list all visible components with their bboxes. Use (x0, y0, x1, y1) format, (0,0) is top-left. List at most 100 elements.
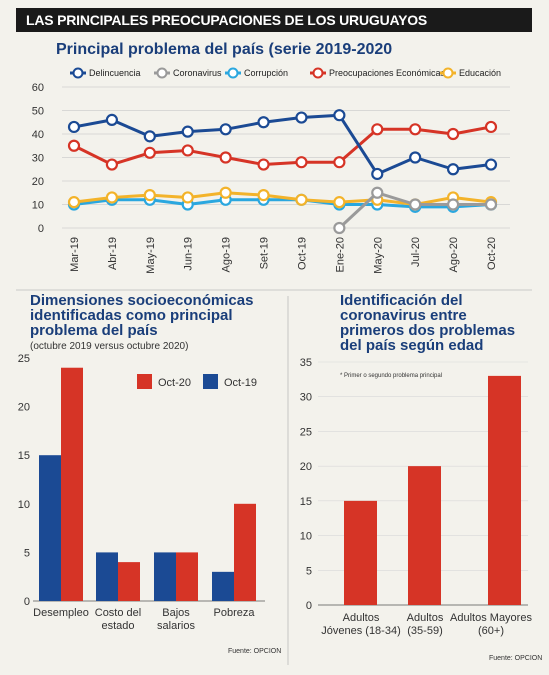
data-point (333, 221, 346, 235)
data-point (409, 198, 422, 211)
data-point (257, 158, 270, 171)
legend-swatch-marker (156, 67, 168, 79)
bar-oct19 (96, 552, 118, 601)
x-tick-label: Pobreza (214, 607, 256, 619)
line-chart-legend: Delincuencia Coronavirus Corrupción Preocup… (70, 67, 501, 79)
legend-swatch-marker (72, 67, 84, 79)
legend-label-oct20: Oct-20 (158, 377, 191, 389)
x-tick-label-line: Bajos (162, 607, 190, 619)
data-point (409, 123, 422, 136)
y-tick-label: 25 (18, 353, 30, 365)
age-chart-title-line-1: Identificación del (340, 292, 463, 309)
x-tick-label-line: Adultos Mayores (450, 612, 532, 624)
x-tick-label-line: (60+) (478, 625, 504, 637)
legend-label-oct19: Oct-19 (224, 377, 257, 389)
y-tick-label: 50 (32, 106, 44, 118)
bar-oct20 (61, 367, 83, 601)
x-tick-label: Desempleo (33, 607, 89, 619)
x-tick-label-line: salarios (157, 620, 195, 632)
data-point (219, 186, 232, 199)
data-point (409, 151, 422, 164)
x-tick-label: Ago-19 (221, 237, 233, 272)
y-tick-label: 40 (32, 129, 44, 141)
bar-oct19 (39, 455, 61, 601)
legend-swatch-marker (227, 67, 239, 79)
age-chart-title-line-2: coronavirus entre (340, 307, 467, 324)
line-chart-x-axis: Mar-19 Abr-19 May-19 Jun-19 Ago-19 Set-19 Oct-… (69, 237, 498, 274)
data-point (484, 198, 498, 211)
y-tick-label: 35 (300, 357, 312, 369)
x-tick-label: May-19 (145, 237, 157, 274)
x-tick-label: Ago-20 (448, 237, 460, 272)
x-tick-label: Ene-20 (334, 237, 346, 272)
data-point (219, 151, 232, 164)
data-point (181, 125, 194, 138)
age-chart-source: Fuente: OPCION (489, 655, 542, 662)
x-tick-label: Bajos salarios (157, 607, 195, 632)
line-chart-series (67, 109, 498, 235)
y-tick-label: 20 (18, 402, 30, 414)
bar-oct19 (212, 571, 234, 601)
legend-label: Delincuencia (89, 68, 141, 78)
x-tick-label-line: Adultos (343, 612, 380, 624)
y-tick-label: 0 (306, 600, 312, 612)
y-tick-label: 0 (38, 223, 44, 235)
bar-age-group (488, 375, 521, 605)
x-tick-label: Adultos (35-59) (407, 612, 444, 637)
data-point (484, 120, 498, 134)
data-point (105, 191, 119, 204)
age-chart-y-axis: 0 5 10 15 20 25 30 35 (300, 357, 528, 612)
y-tick-label: 10 (300, 531, 312, 543)
bar-chart-x-axis: Desempleo Costo del estado Bajos salarios Pob… (33, 607, 255, 632)
y-tick-label: 20 (300, 461, 312, 473)
bar-chart-bars (39, 367, 256, 601)
data-point (105, 158, 119, 171)
y-tick-label: 15 (18, 450, 30, 462)
legend-swatch-marker (442, 67, 454, 79)
age-chart-x-axis: Adultos Jóvenes (18-34)Adultos (35-59)Adul… (321, 612, 532, 637)
x-tick-label: Oct-19 (296, 237, 308, 270)
data-point (371, 167, 384, 181)
x-tick-label: May-20 (372, 237, 384, 274)
y-tick-label: 60 (32, 82, 44, 94)
data-point (446, 163, 460, 176)
x-tick-label: Abr-19 (107, 237, 119, 270)
series-line (73, 125, 492, 167)
age-chart-note: * Primer o segundo problema principal (340, 373, 442, 379)
x-tick-label: Set-19 (259, 237, 271, 269)
age-chart-title-line-4: del país según edad (340, 337, 483, 354)
x-tick-label-line: Adultos (407, 612, 444, 624)
data-point (295, 156, 308, 169)
data-point (105, 113, 119, 127)
data-point (484, 158, 498, 171)
data-point (333, 196, 346, 209)
y-tick-label: 0 (24, 596, 30, 608)
legend-label: Coronavirus (173, 68, 222, 78)
data-point (181, 191, 194, 204)
bar-chart-subtitle: (octubre 2019 versus octubre 2020) (30, 341, 188, 352)
data-point (333, 109, 346, 122)
data-point (257, 116, 270, 129)
header-title: LAS PRINCIPALES PREOCUPACIONES DE LOS UR… (26, 12, 428, 28)
data-point (371, 186, 384, 199)
data-point (257, 189, 270, 202)
legend-label: Educación (459, 68, 501, 78)
data-point (67, 196, 81, 209)
data-point (143, 189, 156, 202)
x-tick-label-line: Jóvenes (18-34) (321, 625, 401, 637)
bar-chart-title-line-3: problema del país (30, 322, 158, 339)
y-tick-label: 30 (32, 153, 44, 165)
data-point (446, 127, 460, 141)
y-tick-label: 5 (306, 565, 312, 577)
x-tick-label: Costo del estado (95, 607, 141, 632)
data-point (67, 139, 81, 152)
bar-chart-title-line-2: identificadas como principal (30, 307, 233, 324)
y-tick-label: 30 (300, 392, 312, 404)
legend-label: Corrupción (244, 68, 288, 78)
data-point (143, 130, 156, 143)
legend-swatch-marker (312, 67, 324, 79)
y-tick-label: 15 (300, 496, 312, 508)
x-tick-label: Adultos Mayores (60+) (450, 612, 532, 637)
data-point (143, 146, 156, 159)
